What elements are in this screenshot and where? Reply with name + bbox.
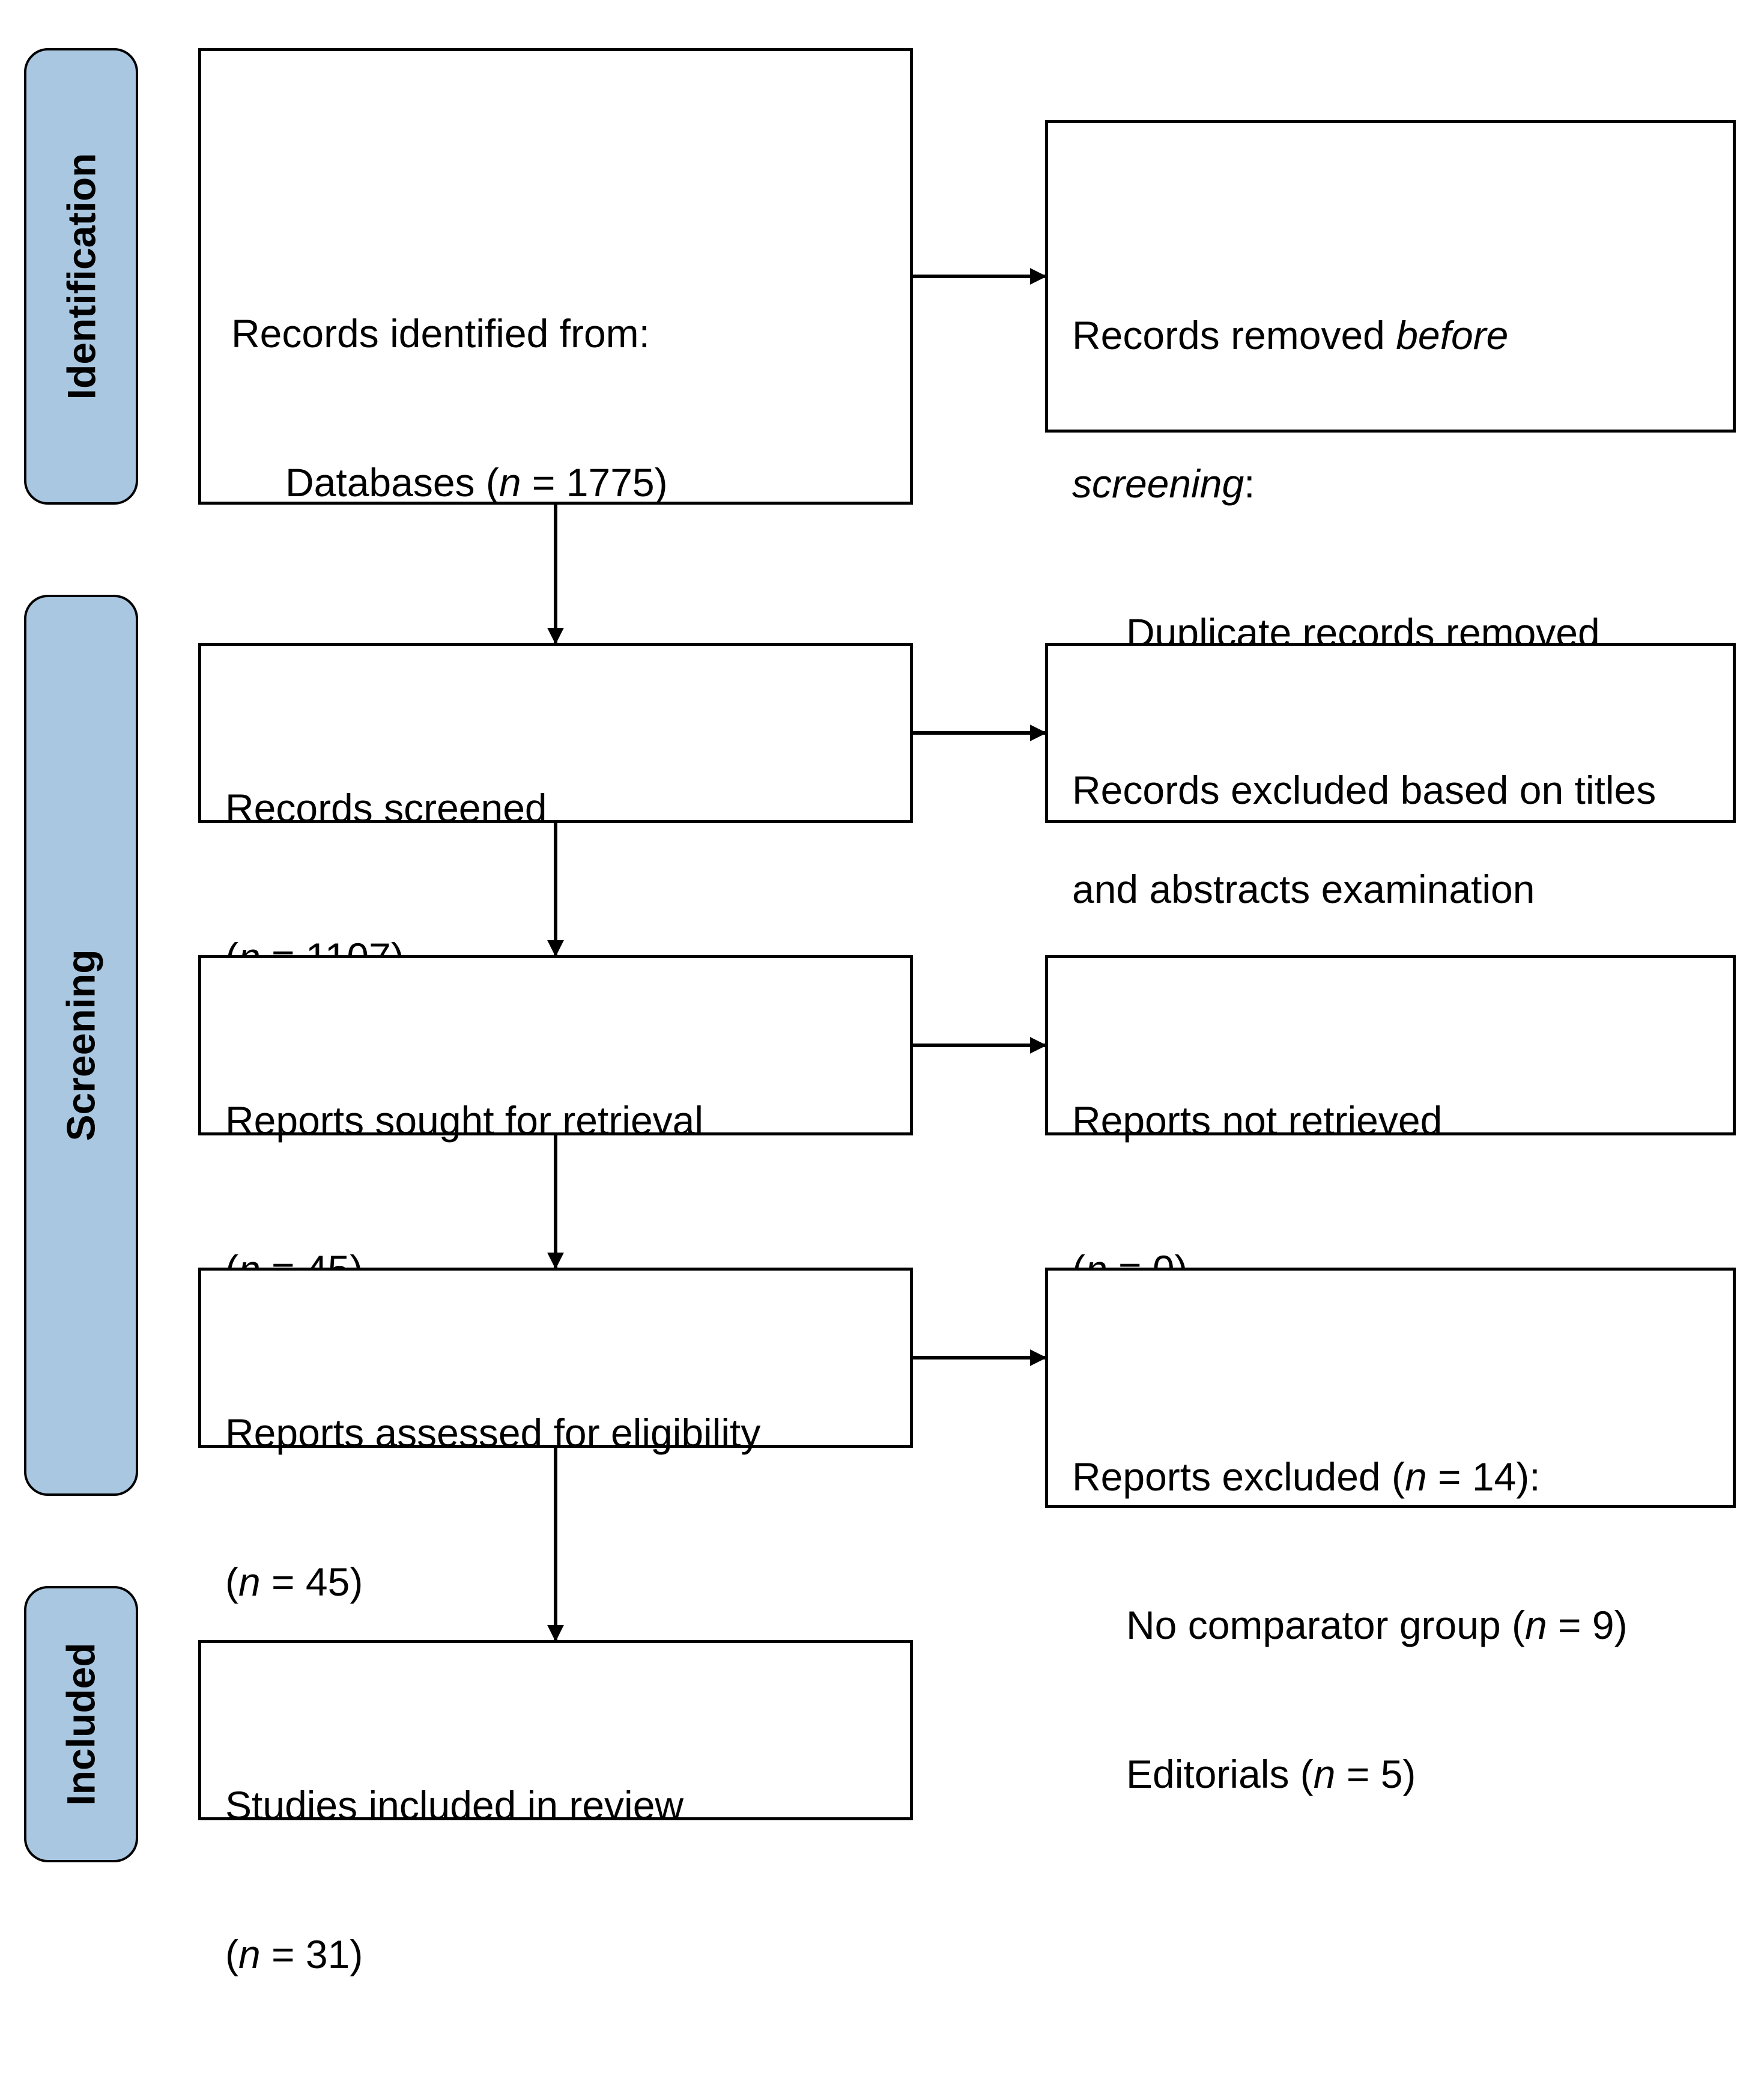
prisma-flowchart: Identification Screening Included Record… [0,0,1764,1893]
flow-arrows [0,0,1764,1893]
text-line: (n = 31) [225,1880,910,1979]
